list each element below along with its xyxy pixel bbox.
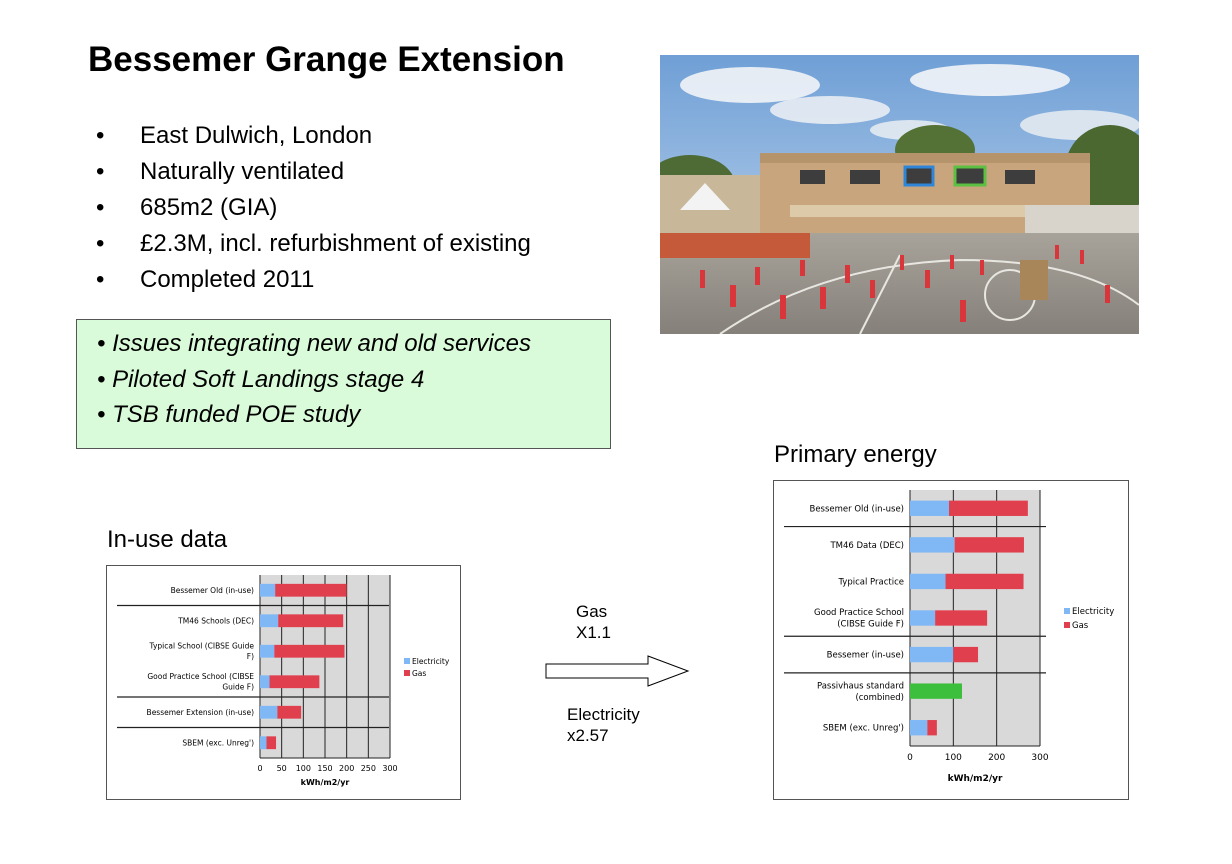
bar-segment — [935, 610, 988, 626]
legend-swatch — [404, 670, 410, 676]
bar-segment — [910, 720, 928, 736]
gas-conversion: Gas X1.1 — [576, 601, 611, 643]
bar-segment — [275, 583, 347, 597]
bar-segment — [949, 500, 1028, 516]
bar-segment — [260, 675, 270, 689]
category-label: Guide F) — [222, 683, 254, 692]
electricity-conversion-label: Electricity — [567, 705, 640, 724]
category-label: TM46 Data (DEC) — [829, 541, 904, 551]
bullet-icon: • — [96, 194, 105, 221]
x-tick-label: 200 — [339, 764, 354, 773]
x-tick-label: 300 — [1031, 753, 1048, 763]
fact-text: Naturally ventilated — [140, 158, 345, 185]
issues-box: • Issues integrating new and old service… — [76, 319, 611, 449]
bar-segment — [910, 573, 946, 590]
bar-segment — [274, 644, 345, 658]
category-label: F) — [247, 652, 254, 661]
bar-segment — [910, 537, 955, 553]
bar-segment — [945, 573, 1024, 590]
fact-text: 685m2 (GIA) — [140, 194, 278, 221]
issue-item: • Issues integrating new and old service… — [97, 330, 531, 357]
x-tick-label: 0 — [907, 753, 913, 763]
electricity-conversion: Electricity x2.57 — [567, 704, 640, 746]
x-axis-label: kWh/m2/yr — [301, 778, 350, 787]
bar-segment — [260, 644, 275, 658]
legend-swatch — [404, 658, 410, 664]
fact-text: Completed 2011 — [140, 266, 315, 293]
bar-segment — [954, 537, 1024, 553]
bar-segment — [927, 720, 937, 736]
category-label: SBEM (exc. Unreg') — [182, 738, 254, 747]
in-use-chart-heading: In-use data — [107, 526, 228, 553]
primary-energy-chart-svg: 0 100 200 300 Bessemer Old (in-use) TM46 Data… — [784, 490, 1114, 784]
legend-entry: Electricity — [1072, 607, 1114, 617]
category-label: Good Practice School — [814, 608, 904, 618]
school-photo — [660, 55, 1139, 334]
category-label: (combined) — [855, 693, 904, 703]
issue-item: • Piloted Soft Landings stage 4 — [97, 365, 425, 393]
category-label: Typical School (CIBSE Guide — [149, 642, 255, 651]
bar-segment — [266, 736, 277, 750]
fact-item: • East Dulwich, London — [96, 118, 531, 154]
gas-conversion-factor: X1.1 — [576, 623, 611, 642]
bullet-icon: • — [96, 158, 105, 185]
primary-energy-chart-heading: Primary energy — [774, 441, 937, 468]
issues-list: • Issues integrating new and old service… — [97, 326, 531, 433]
bullet-icon: • — [96, 266, 105, 293]
category-label: TM46 Schools (DEC) — [177, 616, 254, 625]
bar-segment — [910, 683, 962, 699]
category-label: Passivhaus standard — [817, 681, 904, 691]
fact-text: £2.3M, incl. refurbishment of existing — [140, 230, 531, 257]
issue-item: • TSB funded POE study — [97, 401, 361, 428]
category-label: (CIBSE Guide F) — [837, 620, 904, 630]
bar-segment — [260, 614, 279, 628]
bar-segment — [260, 583, 276, 597]
legend-entry: Gas — [412, 669, 426, 678]
x-axis-label: kWh/m2/yr — [948, 774, 1003, 784]
bar-segment — [278, 614, 344, 628]
x-tick-label: 200 — [988, 753, 1005, 763]
bar-segment — [953, 646, 979, 663]
gas-conversion-label: Gas — [576, 602, 608, 621]
legend-entry: Electricity — [412, 657, 450, 666]
bar-segment — [910, 610, 936, 626]
category-label: Bessemer Extension (in-use) — [147, 708, 255, 717]
x-tick-label: 100 — [945, 753, 962, 763]
x-tick-label: 250 — [361, 764, 376, 773]
category-label: Bessemer (in-use) — [827, 651, 904, 661]
legend-entry: Gas — [1072, 621, 1089, 631]
category-label: Bessemer Old (in-use) — [810, 504, 905, 514]
facts-list: • East Dulwich, London • Naturally ventila… — [96, 118, 531, 298]
x-tick-label: 300 — [382, 764, 397, 773]
bar-segment — [910, 646, 954, 663]
fact-item: • £2.3M, incl. refurbishment of existing — [96, 226, 531, 262]
category-label: Typical Practice — [837, 577, 904, 587]
fact-text: East Dulwich, London — [140, 122, 373, 149]
electricity-conversion-factor: x2.57 — [567, 726, 609, 745]
x-tick-label: 100 — [296, 764, 311, 773]
category-label: Good Practice School (CIBSE — [147, 672, 254, 681]
x-tick-label: 50 — [277, 764, 287, 773]
bar-segment — [910, 500, 949, 516]
in-use-chart-svg: 0 50 100 150 200 250 300 Bessemer Old (in-use) T… — [117, 575, 450, 787]
fact-item: • 685m2 (GIA) — [96, 190, 531, 226]
category-label: Bessemer Old (in-use) — [171, 586, 254, 595]
x-tick-label: 0 — [257, 764, 262, 773]
in-use-chart: 0 50 100 150 200 250 300 Bessemer Old (in-use) T… — [106, 565, 461, 800]
bar-segment — [260, 736, 267, 750]
primary-energy-chart: 0 100 200 300 Bessemer Old (in-use) TM46 Data… — [773, 480, 1129, 800]
bar-segment — [269, 675, 320, 689]
conversion-arrow-icon — [545, 655, 690, 687]
category-label: SBEM (exc. Unreg') — [823, 724, 904, 734]
fact-item: • Completed 2011 — [96, 262, 531, 298]
bar-segment — [260, 705, 278, 719]
bar-segment — [277, 705, 302, 719]
fact-item: • Naturally ventilated — [96, 154, 531, 190]
bullet-icon: • — [96, 230, 105, 257]
x-tick-label: 150 — [317, 764, 332, 773]
legend-swatch — [1064, 608, 1070, 614]
bullet-icon: • — [96, 122, 105, 149]
legend-swatch — [1064, 622, 1070, 628]
slide-title: Bessemer Grange Extension — [88, 40, 565, 79]
